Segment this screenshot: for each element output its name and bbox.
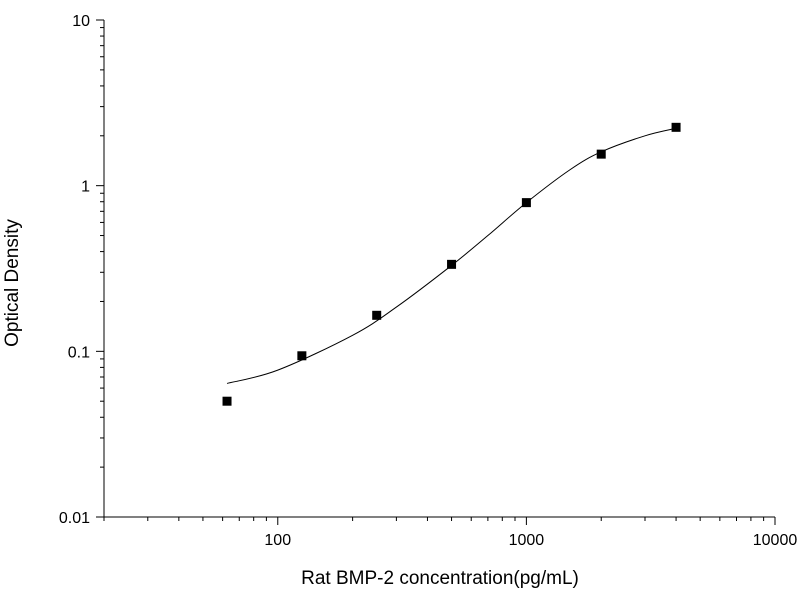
- data-point: [596, 149, 606, 159]
- data-point: [521, 198, 531, 208]
- ticks: 100 1000 10000 10 1 0.1 0.01: [59, 13, 797, 549]
- fit-curve-layer: [226, 127, 677, 384]
- y-tick-label: 10: [72, 13, 90, 30]
- y-axis-title: Optical Density: [2, 219, 23, 347]
- y-tick-label: 0.01: [59, 510, 90, 527]
- fit-curve: [226, 127, 677, 384]
- data-point: [222, 396, 232, 406]
- x-tick-label: 10000: [753, 532, 798, 549]
- data-point: [297, 351, 307, 361]
- y-tick-label: 0.1: [68, 344, 90, 361]
- data-point: [447, 259, 457, 269]
- x-axis-title: Rat BMP-2 concentration(pg/mL): [301, 568, 579, 589]
- data-point: [671, 122, 681, 132]
- x-tick-label: 100: [264, 532, 291, 549]
- axes: [103, 20, 775, 518]
- x-tick-label: 1000: [509, 532, 545, 549]
- data-point: [372, 310, 382, 320]
- y-tick-label: 1: [81, 179, 90, 196]
- data-points: [222, 122, 681, 406]
